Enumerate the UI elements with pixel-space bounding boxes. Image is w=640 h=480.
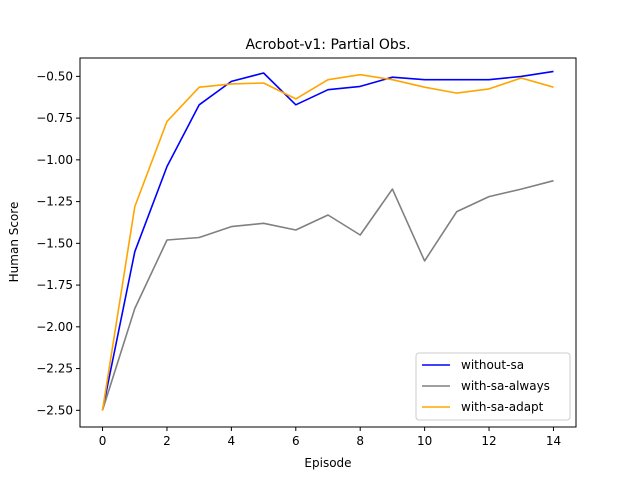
x-tick-label: 2 — [163, 434, 171, 448]
y-tick-label: −1.75 — [36, 278, 73, 292]
legend-label-with-sa-adapt: with-sa-adapt — [461, 400, 544, 414]
y-tick-label: −2.50 — [36, 403, 73, 417]
x-tick-label: 8 — [356, 434, 364, 448]
y-tick-label: −1.25 — [36, 195, 73, 209]
legend: without-sa with-sa-always with-sa-adapt — [415, 352, 571, 421]
y-axis: −2.50 −2.25 −2.00 −1.75 −1.50 −1.25 −1.00 −0.75… — [36, 69, 80, 417]
x-tick-label: 4 — [228, 434, 236, 448]
x-tick-label: 12 — [481, 434, 496, 448]
y-axis-title: Human Score — [7, 202, 21, 283]
series-line-without-sa — [101, 70, 554, 411]
plot-frame — [79, 57, 577, 428]
legend-box — [415, 352, 571, 421]
y-tick-label: −0.75 — [36, 111, 73, 125]
x-axis-title: Episode — [304, 456, 351, 470]
y-tick-label: −2.00 — [36, 320, 73, 334]
chart-title: Acrobot-v1: Partial Obs. — [245, 37, 410, 53]
y-tick-label: −1.00 — [36, 153, 73, 167]
legend-label-with-sa-always: with-sa-always — [461, 379, 550, 393]
x-tick-label: 14 — [546, 434, 561, 448]
y-tick-label: −2.25 — [36, 362, 73, 376]
x-tick-label: 10 — [417, 434, 432, 448]
y-tick-label: −0.50 — [36, 69, 73, 83]
series-line-with-sa-adapt — [101, 73, 554, 411]
x-axis: 0 2 4 6 8 10 12 14 — [99, 427, 561, 448]
series-layer — [101, 70, 554, 411]
legend-label-without-sa: without-sa — [461, 358, 524, 372]
series-line-with-sa-always — [101, 179, 554, 411]
x-tick-label: 6 — [292, 434, 300, 448]
x-tick-label: 0 — [99, 434, 107, 448]
y-tick-label: −1.50 — [36, 236, 73, 250]
